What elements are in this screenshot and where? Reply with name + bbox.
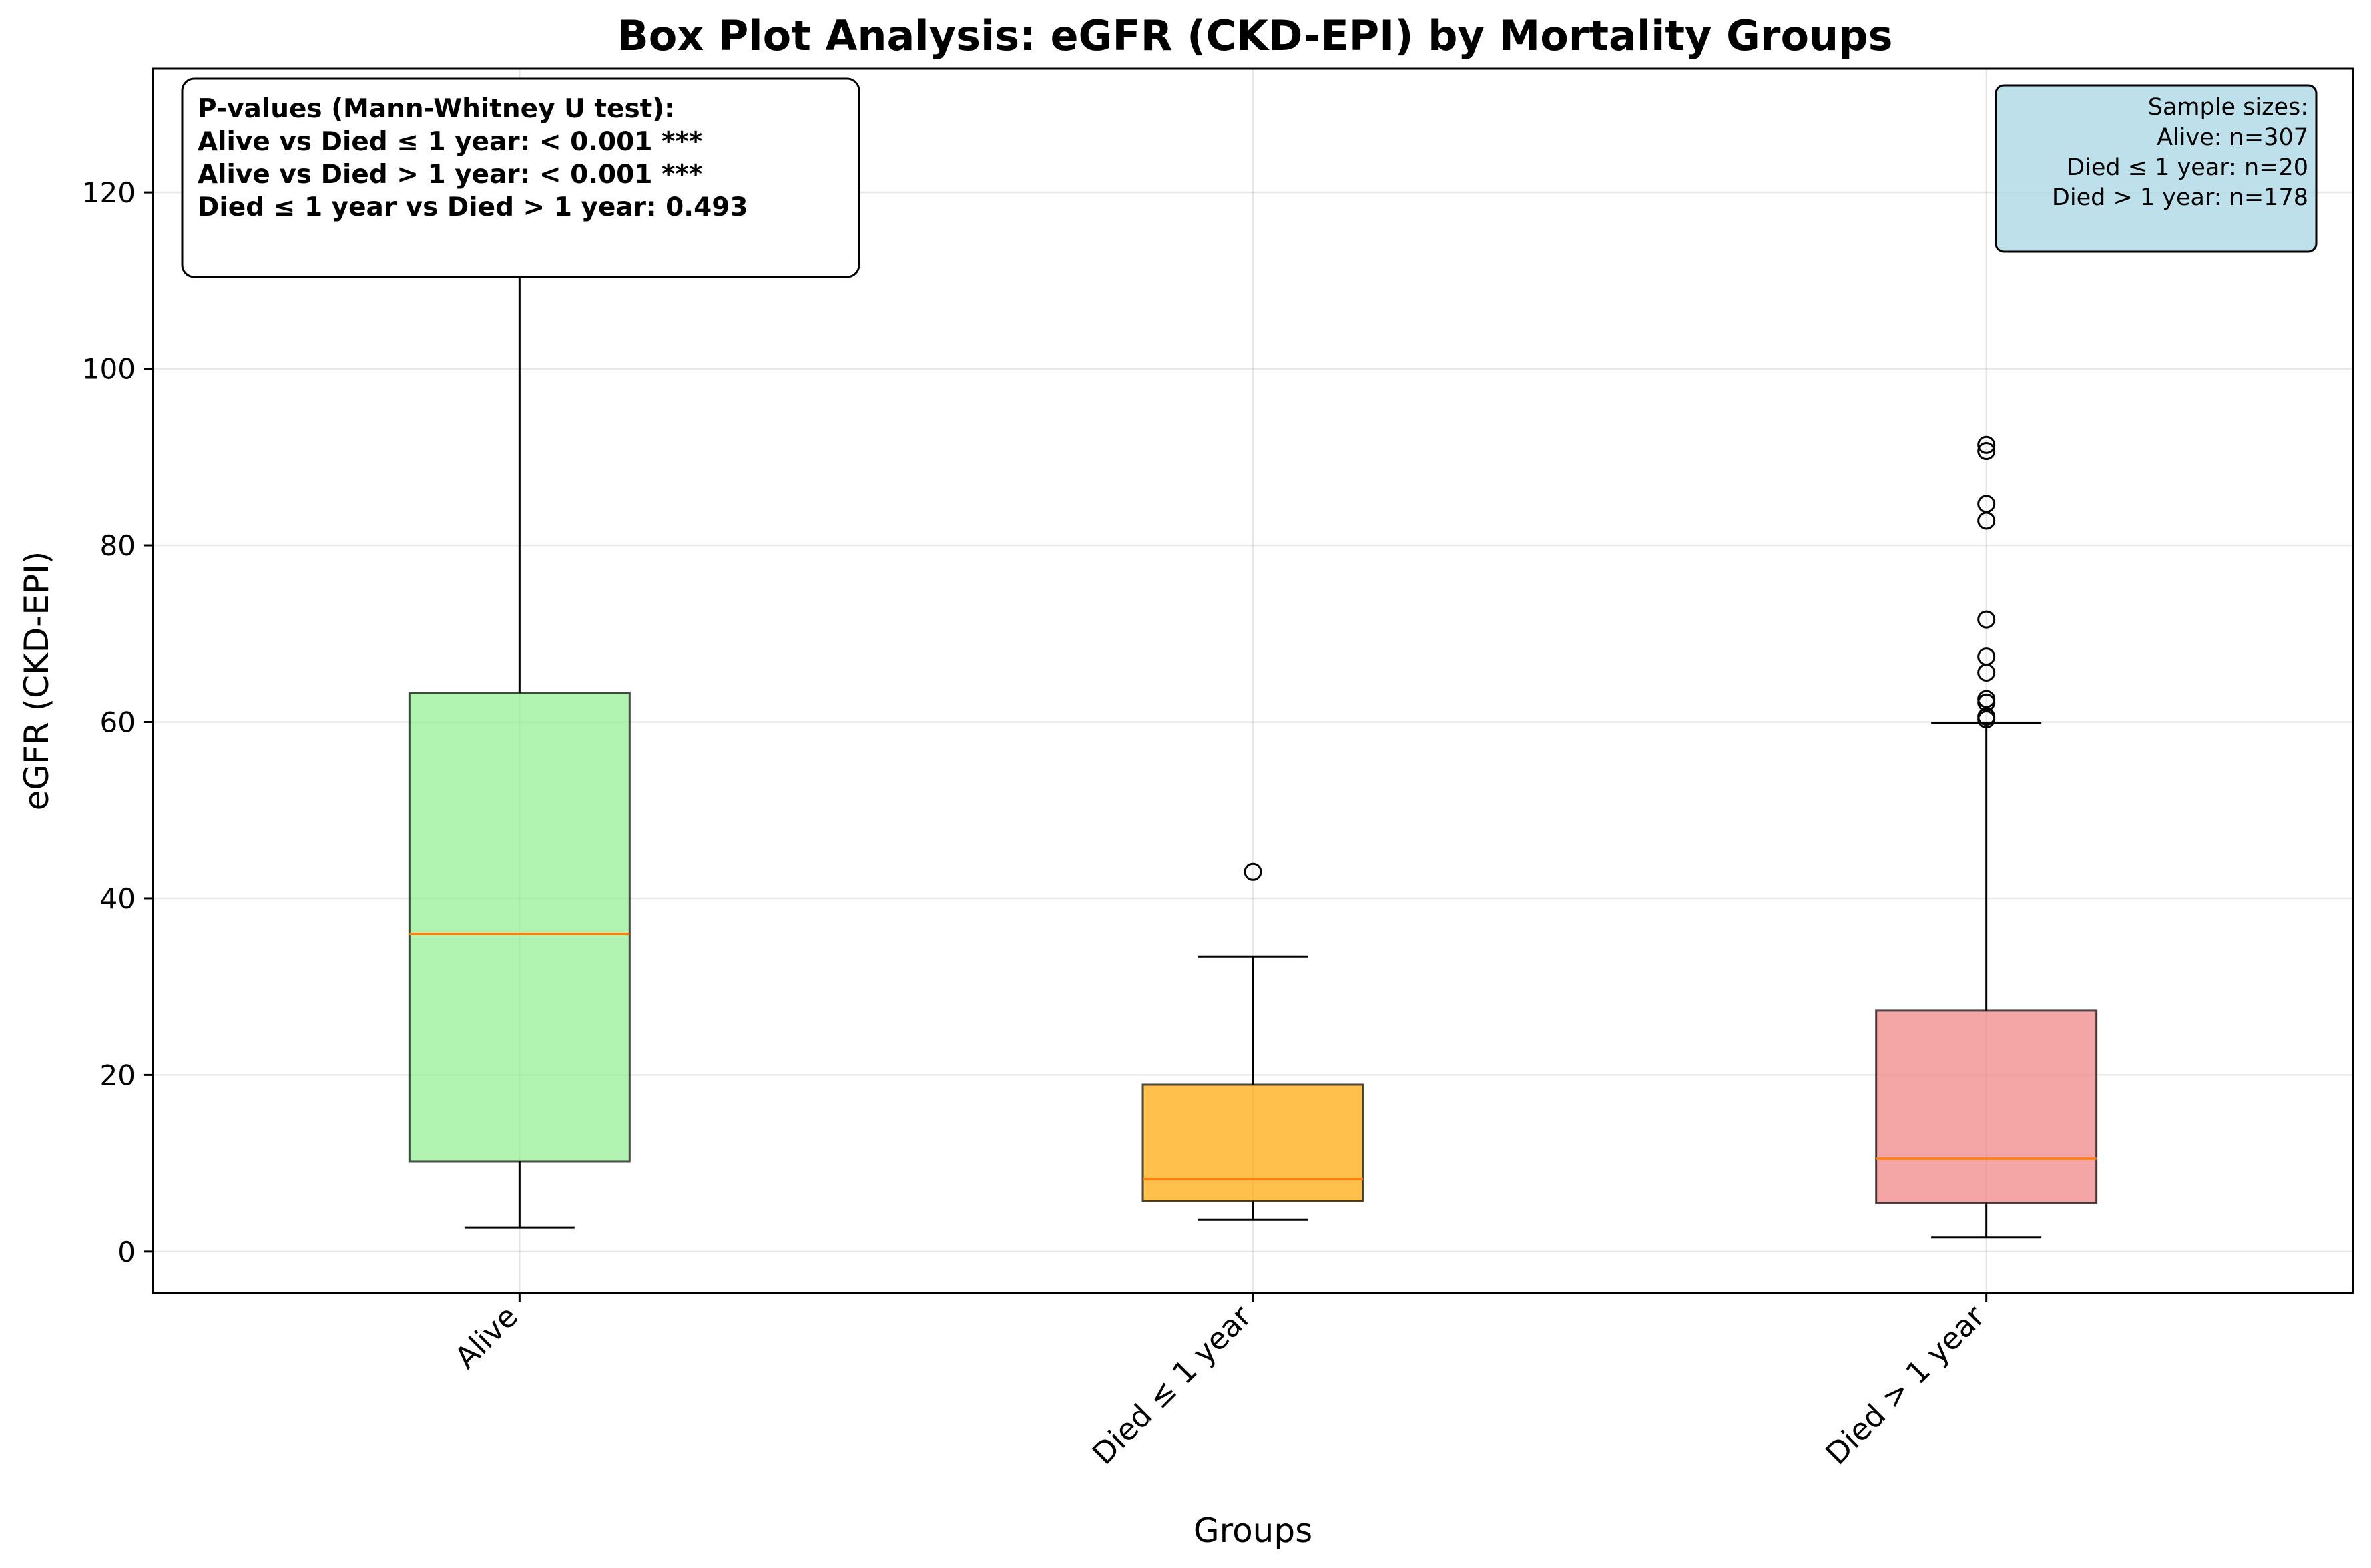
pvalue-box: [181, 77, 860, 278]
pvalue-annotation: P-values (Mann-Whitney U test): Alive vs…: [181, 77, 860, 278]
box-layer: [408, 248, 2098, 1239]
outlier-point: [1977, 442, 1996, 461]
y-tick-label: 40: [100, 882, 136, 915]
y-axis-label: eGFR (CKD-EPI): [17, 551, 56, 811]
outlier-point: [1977, 610, 1996, 629]
pvalue-line-alive-vs-died-gt1: Alive vs Died > 1 year: < 0.001 ***: [198, 160, 702, 190]
box-group: [408, 248, 631, 1229]
iqr-box: [408, 692, 631, 1163]
y-tick-label: 20: [100, 1059, 136, 1091]
y-tick-label: 60: [100, 706, 136, 738]
sample-size-died-le1: Died ≤ 1 year: n=20: [2067, 154, 2308, 181]
plot-frame: [152, 67, 2354, 1294]
outlier-point: [1244, 862, 1262, 881]
outlier-point: [1977, 690, 1996, 708]
sample-size-box: [1995, 84, 2318, 253]
outlier-point: [1977, 435, 1996, 454]
box-group: [1875, 435, 2098, 1239]
sample-size-title: Sample sizes:: [2148, 94, 2308, 121]
y-tick-label: 120: [82, 176, 136, 209]
y-tick-label: 0: [117, 1236, 136, 1268]
sample-size-annotation: Sample sizes: Alive: n=307 Died ≤ 1 year…: [1995, 84, 2318, 253]
y-tick-label: 100: [82, 353, 136, 386]
iqr-box: [1141, 1083, 1364, 1202]
chart-title: Box Plot Analysis: eGFR (CKD-EPI) by Mor…: [617, 11, 1893, 60]
pvalue-line-died-le1-vs-died-gt1: Died ≤ 1 year vs Died > 1 year: 0.493: [198, 192, 748, 222]
sample-size-died-gt1: Died > 1 year: n=178: [2052, 184, 2308, 211]
y-tick-label: 80: [100, 529, 136, 562]
box-group: [1141, 862, 1364, 1221]
iqr-box: [1875, 1009, 2098, 1204]
pvalue-line-alive-vs-died-le1: Alive vs Died ≤ 1 year: < 0.001 ***: [198, 127, 702, 157]
outlier-point: [1977, 708, 1996, 726]
x-axis-label: Groups: [1194, 1511, 1312, 1550]
sample-size-alive: Alive: n=307: [2157, 124, 2308, 151]
outlier-point: [1977, 495, 1996, 513]
outlier-point: [1977, 647, 1996, 666]
pvalue-line-title: P-values (Mann-Whitney U test):: [198, 94, 675, 124]
